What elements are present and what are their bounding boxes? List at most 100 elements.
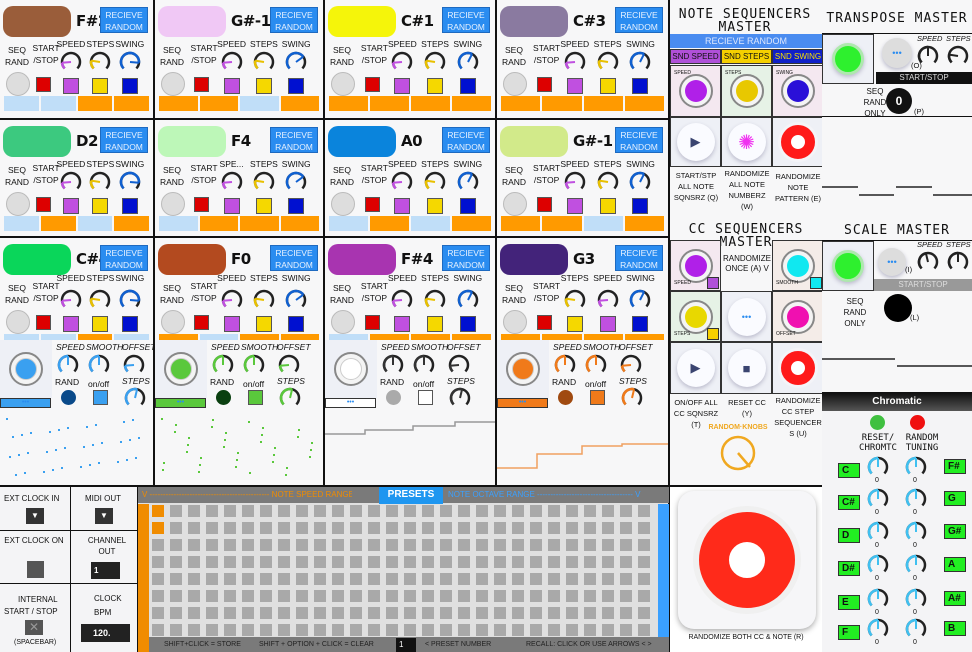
smooth-knob[interactable] (412, 353, 436, 377)
speed-knob[interactable] (390, 288, 414, 312)
start-stop-button[interactable] (364, 315, 380, 330)
seq-rand-button[interactable] (503, 192, 527, 216)
tuning-knob[interactable] (866, 587, 890, 611)
cc-smooth-dial[interactable]: SMOOTH (772, 240, 822, 291)
rand-button[interactable] (216, 390, 231, 405)
preset-slot[interactable] (152, 590, 164, 602)
step-segment[interactable] (624, 216, 664, 231)
steps-knob[interactable] (423, 288, 447, 312)
step-segment[interactable] (159, 216, 198, 231)
preset-slot[interactable] (566, 556, 578, 568)
sequencer-color-swatch[interactable] (3, 244, 71, 275)
preset-slot[interactable] (260, 624, 272, 636)
rand-button[interactable] (61, 390, 76, 405)
cc-offset-dial[interactable]: OFFSET (772, 291, 822, 342)
seq-rand-button[interactable] (6, 310, 30, 334)
knob-send-button[interactable] (288, 316, 305, 332)
speed-knob[interactable] (563, 170, 587, 194)
seq-rand-button[interactable] (503, 310, 527, 334)
preset-slot[interactable] (278, 607, 290, 619)
randomize-note-pattern-button[interactable] (772, 117, 822, 167)
preset-slot[interactable] (206, 573, 218, 585)
scale-start-stop[interactable]: START/STOP (874, 279, 972, 291)
preset-slot[interactable] (440, 556, 452, 568)
preset-slot[interactable] (368, 590, 380, 602)
knob-send-button[interactable] (92, 198, 109, 214)
tuning-knob[interactable] (904, 455, 928, 479)
step-segment[interactable] (4, 334, 39, 340)
preset-slot[interactable] (278, 624, 290, 636)
start-stop-button[interactable] (536, 315, 552, 330)
preset-slot[interactable] (476, 556, 488, 568)
recieve-random-button[interactable]: RECIEVE RANDOM (670, 34, 822, 48)
speed-knob[interactable] (390, 50, 414, 74)
steps-knob[interactable] (278, 386, 302, 410)
preset-slot[interactable] (548, 624, 560, 636)
speed-knob[interactable] (916, 44, 940, 68)
sequencer-color-swatch[interactable] (3, 126, 71, 157)
preset-slot[interactable] (224, 573, 236, 585)
preset-slot[interactable] (602, 539, 614, 551)
speed-knob[interactable] (381, 353, 405, 377)
step-segment[interactable] (542, 334, 582, 340)
preset-slot[interactable] (476, 539, 488, 551)
preset-slot[interactable] (224, 556, 236, 568)
step-segment[interactable] (501, 96, 541, 111)
preset-slot[interactable] (350, 573, 362, 585)
preset-slot[interactable] (188, 624, 200, 636)
preset-slot[interactable] (530, 607, 542, 619)
key-G[interactable]: G (944, 491, 966, 506)
preset-slot[interactable] (458, 505, 470, 517)
preset-slot[interactable] (170, 624, 182, 636)
preset-slot[interactable] (638, 539, 650, 551)
swing-knob[interactable] (118, 288, 142, 312)
preset-slot[interactable] (332, 556, 344, 568)
onoff-toggle[interactable] (248, 390, 263, 405)
step-segment[interactable] (624, 96, 664, 111)
preset-slot[interactable] (224, 607, 236, 619)
preset-slot[interactable] (206, 505, 218, 517)
randomize-once-button[interactable]: ••• (721, 291, 772, 342)
internal-start-stop-toggle[interactable]: ✕ (25, 620, 43, 635)
note-speed-range-slider[interactable] (138, 504, 149, 652)
offset-knob[interactable] (619, 353, 643, 377)
preset-slot[interactable] (242, 505, 254, 517)
preset-slot[interactable] (566, 607, 578, 619)
sequencer-color-swatch[interactable] (158, 126, 226, 157)
preset-slot[interactable] (314, 539, 326, 551)
preset-slot[interactable] (548, 590, 560, 602)
step-segment[interactable] (624, 334, 664, 340)
preset-slot[interactable] (206, 556, 218, 568)
preset-slot[interactable] (422, 522, 434, 534)
preset-slot[interactable] (296, 505, 308, 517)
preset-slot[interactable] (602, 607, 614, 619)
preset-slot[interactable] (512, 539, 524, 551)
snd-swing-button[interactable]: SND SWING (772, 49, 822, 64)
steps-knob[interactable] (88, 50, 112, 74)
preset-slot[interactable] (440, 624, 452, 636)
start-stop-button[interactable] (35, 77, 51, 92)
preset-slot[interactable] (296, 624, 308, 636)
preset-slot[interactable] (170, 607, 182, 619)
preset-slot[interactable] (188, 607, 200, 619)
step-segment[interactable] (411, 334, 450, 340)
preset-slot[interactable] (530, 590, 542, 602)
knob-send-button[interactable] (459, 316, 476, 332)
step-segment[interactable] (40, 216, 76, 231)
speed-knob[interactable] (220, 50, 244, 74)
step-segment[interactable] (159, 96, 198, 111)
preset-slot[interactable] (350, 539, 362, 551)
steps-knob[interactable] (88, 288, 112, 312)
preset-slot[interactable] (386, 556, 398, 568)
cc-main-dial[interactable] (325, 340, 377, 398)
preset-slot[interactable] (458, 624, 470, 636)
onoff-toggle[interactable] (590, 390, 605, 405)
cc-speed-dial[interactable]: SPEED (670, 240, 721, 291)
cc-randomize-bar[interactable]: ••• (325, 398, 376, 408)
preset-slot[interactable] (566, 539, 578, 551)
note-name[interactable]: F0 (231, 250, 251, 268)
steps-knob[interactable] (423, 50, 447, 74)
step-segment[interactable] (4, 216, 39, 231)
start-stop-button[interactable] (35, 197, 51, 212)
steps-knob[interactable] (423, 170, 447, 194)
